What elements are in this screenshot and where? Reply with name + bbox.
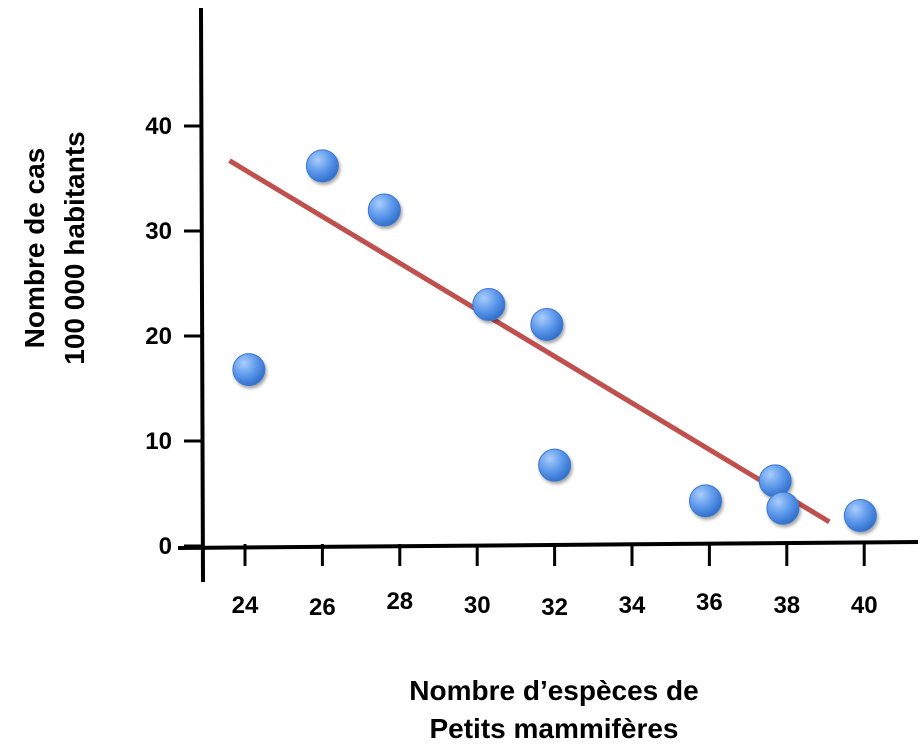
x-tick-label: 32 [541, 594, 568, 621]
x-tick-label: 28 [386, 588, 413, 615]
x-tick-label: 36 [696, 589, 723, 616]
x-axis-line [177, 540, 919, 550]
x-tick-label: 24 [232, 592, 259, 619]
data-point [766, 491, 800, 525]
y-axis-title-line: Nombre de cas [19, 148, 50, 349]
x-tick-label: 38 [773, 592, 800, 619]
x-tick-label: 30 [464, 592, 491, 619]
y-tick-label: 20 [145, 323, 172, 350]
x-ticks: 24 26 28 30 32 34 36 38 40 [232, 544, 878, 621]
y-axis-line [199, 7, 205, 583]
data-point [305, 149, 339, 183]
data-point [367, 193, 401, 227]
trend-line [228, 158, 831, 524]
data-point [538, 448, 572, 482]
x-tick-label: 40 [851, 592, 878, 619]
y-tick-label: 0 [159, 533, 172, 560]
y-axis-title: Nombre de cas 100 000 habitants [19, 131, 90, 364]
x-tick-label: 34 [619, 592, 646, 619]
y-tick-label: 30 [145, 218, 172, 245]
y-tick-label: 40 [145, 113, 172, 140]
x-axis-title-line: Petits mammifères [429, 713, 678, 744]
y-tick-label: 10 [145, 428, 172, 455]
data-point [843, 499, 877, 533]
y-axis-title-line: 100 000 habitants [59, 131, 90, 364]
y-ticks: 0 10 20 30 40 [145, 113, 201, 560]
x-axis-title: Nombre d’espèces de Petits mammifères [409, 675, 698, 744]
data-point [530, 307, 564, 341]
x-tick-label: 26 [309, 594, 336, 621]
data-point [232, 353, 266, 387]
x-axis-title-line: Nombre d’espèces de [409, 675, 698, 706]
data-point [472, 288, 506, 321]
data-points [232, 149, 877, 533]
data-point [689, 484, 723, 518]
